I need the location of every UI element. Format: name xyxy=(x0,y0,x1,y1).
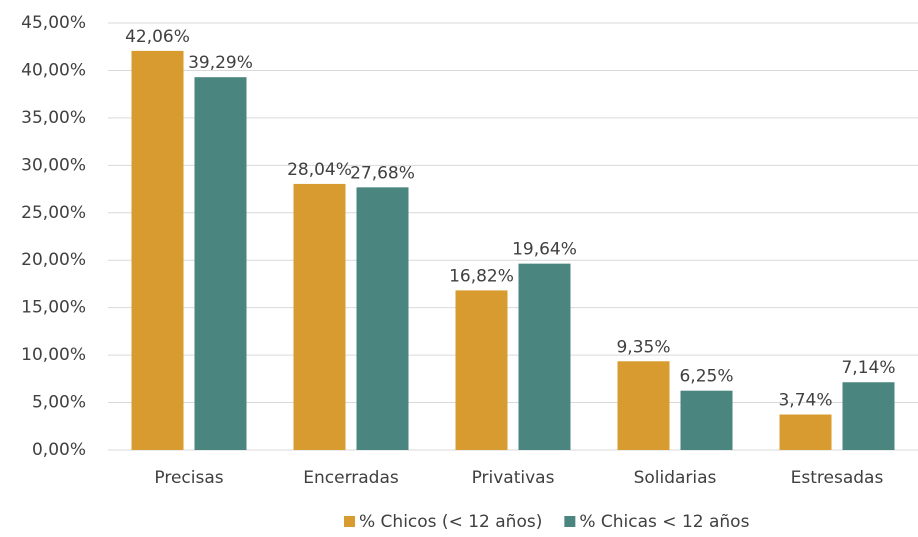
legend-label: % Chicos (< 12 años) xyxy=(359,512,542,532)
y-tick-label: 35,00% xyxy=(21,108,86,128)
y-tick-label: 20,00% xyxy=(21,250,86,270)
y-tick-label: 0,00% xyxy=(32,440,86,460)
y-tick-label: 15,00% xyxy=(21,298,86,318)
bar xyxy=(293,183,346,450)
bar xyxy=(131,50,184,450)
legend-swatch xyxy=(564,516,576,527)
x-tick-label: Privativas xyxy=(472,468,555,488)
data-label: 27,68% xyxy=(350,163,415,183)
data-label: 7,14% xyxy=(841,358,895,378)
data-label: 9,35% xyxy=(616,337,670,357)
bar xyxy=(356,187,409,451)
data-label: 16,82% xyxy=(449,266,514,286)
x-tick-label: Solidarias xyxy=(634,468,717,488)
x-tick-label: Encerradas xyxy=(303,468,399,488)
bar xyxy=(518,263,571,450)
data-label: 39,29% xyxy=(188,53,253,73)
bar xyxy=(455,290,508,450)
y-tick-label: 40,00% xyxy=(21,60,86,80)
bar xyxy=(842,382,895,450)
data-label: 42,06% xyxy=(125,27,190,47)
data-label: 28,04% xyxy=(287,160,352,180)
y-tick-label: 10,00% xyxy=(21,345,86,365)
bar xyxy=(617,361,670,450)
bar xyxy=(779,414,832,450)
x-tick-label: Estresadas xyxy=(791,468,884,488)
bar xyxy=(680,390,733,450)
legend-label: % Chicas < 12 años xyxy=(579,512,749,532)
y-tick-label: 45,00% xyxy=(21,13,86,33)
data-label: 19,64% xyxy=(512,240,577,260)
y-tick-label: 25,00% xyxy=(21,203,86,223)
x-tick-label: Precisas xyxy=(154,468,223,488)
legend-swatch xyxy=(344,516,355,527)
data-label: 6,25% xyxy=(679,367,733,387)
bar xyxy=(194,77,247,451)
y-tick-label: 5,00% xyxy=(32,393,86,413)
y-tick-label: 30,00% xyxy=(21,155,86,175)
data-label: 3,74% xyxy=(778,391,832,411)
